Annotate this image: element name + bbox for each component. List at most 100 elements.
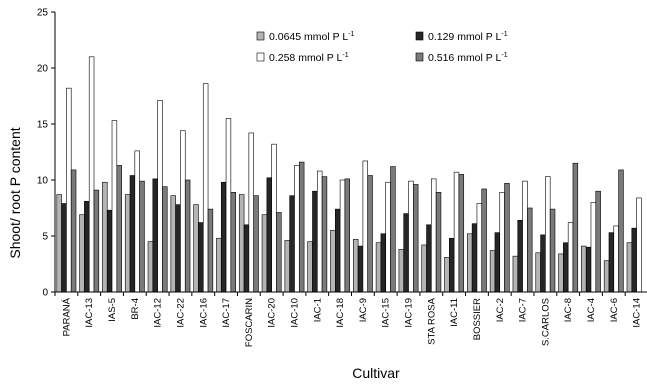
- legend: 0.0645 mmol P L-1 0.129 mmol P L-1 0.258 m…: [256, 31, 508, 64]
- bar-4-bossier: [481, 188, 487, 293]
- x-tick-label: IAC-10: [289, 298, 300, 328]
- bar-4-paran-: [70, 169, 77, 293]
- bar-2-iac-2: [494, 232, 501, 293]
- x-tick-label: IAC-22: [175, 298, 186, 328]
- bar-4-iac-22: [184, 179, 191, 293]
- bar-1-iac-15: [375, 242, 382, 293]
- bar-4-foscarin: [253, 195, 259, 293]
- bar-3-iac-10: [294, 165, 300, 293]
- axes-layer: 0 5 10 15 20 25 PARANÁ IAC-13 IAS-5 BR-4 IAC-12 IAC…: [37, 8, 647, 347]
- bar-3-iac-7: [522, 180, 528, 293]
- y-tick-label: 0: [42, 288, 48, 299]
- x-tick-label: IAC-8: [563, 298, 574, 322]
- x-tick-label: BR-4: [130, 298, 141, 320]
- bar-2-bossier: [471, 223, 478, 293]
- x-tick-label: IAC-16: [198, 298, 209, 328]
- x-tick-label: IAC-18: [335, 298, 346, 328]
- bar-2-foscarin: [243, 224, 250, 293]
- bar-4-iac-8: [572, 162, 579, 293]
- bar-2-sta-rosa: [426, 224, 432, 293]
- bar-2-iac-10: [289, 195, 295, 293]
- bar-1-iac-1: [307, 241, 313, 293]
- bar-1-iac-20: [261, 214, 268, 293]
- legend-label: 0.129 mmol P L-1: [428, 31, 508, 43]
- bar-1-iac-6: [603, 260, 610, 293]
- bar-2-br-4: [129, 175, 136, 293]
- bar-1-br-4: [124, 194, 131, 293]
- x-tick-label: IAC-13: [84, 298, 95, 328]
- bar-3-iac-2: [499, 192, 505, 293]
- bar-3-paran-: [66, 87, 72, 293]
- x-tick-label: STA ROSA: [426, 297, 437, 344]
- bar-4-iac-15: [390, 166, 396, 293]
- bar-2-iac-1: [312, 190, 318, 293]
- legend-swatch: [256, 52, 265, 62]
- x-tick-label: IAC-14: [632, 298, 643, 328]
- bar-3-iac-8: [567, 222, 574, 293]
- bar-1-foscarin: [238, 194, 245, 293]
- bar-2-paran-: [61, 203, 67, 293]
- bar-3-s-carlos: [545, 176, 551, 293]
- bar-3-iac-14: [636, 197, 642, 293]
- bar-3-iac-13: [88, 56, 95, 293]
- bar-4-iac-2: [504, 183, 510, 293]
- bar-4-iac-1: [321, 176, 328, 293]
- bar-1-iac-9: [352, 239, 359, 293]
- bar-3-bossier: [476, 203, 483, 293]
- bar-3-foscarin: [248, 132, 254, 293]
- bar-4-ias-5: [116, 165, 122, 293]
- x-tick-label: IAC-9: [358, 298, 369, 322]
- bar-1-s-carlos: [535, 252, 541, 293]
- bar-4-iac-19: [413, 184, 419, 293]
- bar-3-iac-16: [202, 83, 209, 293]
- x-tick-label: IAC-1: [312, 298, 323, 322]
- bar-1-iac-11: [444, 256, 450, 293]
- bar-4-iac-17: [230, 192, 236, 293]
- x-tick-label: IAC-2: [495, 298, 506, 322]
- bar-2-iac-7: [517, 220, 523, 293]
- legend-label: 0.0645 mmol P L-1: [269, 31, 355, 43]
- bar-2-s-carlos: [540, 234, 546, 293]
- bar-2-iac-19: [403, 213, 409, 293]
- x-tick-label: IAC-11: [449, 298, 460, 327]
- bar-4-iac-6: [618, 169, 624, 293]
- bar-4-iac-12: [162, 186, 168, 293]
- y-tick-label: 5: [42, 232, 48, 243]
- bar-3-iac-4: [590, 202, 597, 293]
- bars-layer: [56, 56, 642, 293]
- bar-3-iac-22: [180, 130, 186, 293]
- x-tick-label: FOSCARIN: [244, 298, 255, 347]
- bar-2-ias-5: [106, 209, 113, 293]
- bar-2-iac-9: [357, 245, 364, 293]
- bar-1-iac-18: [330, 230, 336, 293]
- x-tick-label: IAC-19: [404, 298, 415, 328]
- x-axis-title: Cultivar: [352, 365, 400, 381]
- bar-1-iac-7: [512, 255, 519, 293]
- bar-4-iac-13: [93, 189, 100, 293]
- bar-1-iac-14: [626, 242, 633, 293]
- bar-3-iac-15: [385, 181, 391, 293]
- bar-2-iac-14: [631, 227, 637, 293]
- legend-label: 0.258 mmol P L-1: [269, 52, 349, 64]
- x-tick-label: S.CARLOS: [540, 298, 551, 346]
- bar-1-iac-10: [284, 240, 290, 293]
- legend-swatch: [415, 31, 424, 41]
- bar-3-br-4: [134, 150, 140, 293]
- x-tick-label: IAC-17: [221, 298, 232, 328]
- x-tick-label: PARANÁ: [61, 297, 72, 336]
- bar-2-iac-16: [198, 222, 204, 293]
- x-tick-label: IAS-5: [107, 298, 118, 322]
- x-tick-label: IAC-15: [381, 298, 392, 328]
- x-tick-label: IAC-4: [586, 298, 597, 322]
- legend-swatch: [415, 52, 424, 62]
- bar-3-iac-20: [271, 143, 277, 293]
- bar-4-iac-18: [344, 178, 350, 293]
- bar-2-iac-6: [608, 232, 615, 293]
- bar-1-iac-22: [170, 195, 176, 293]
- bar-2-iac-12: [152, 178, 158, 293]
- bar-1-iac-8: [558, 253, 564, 293]
- x-tick-label: IAC-12: [153, 298, 164, 328]
- bar-1-iac-2: [489, 250, 496, 293]
- bar-2-iac-20: [266, 177, 272, 293]
